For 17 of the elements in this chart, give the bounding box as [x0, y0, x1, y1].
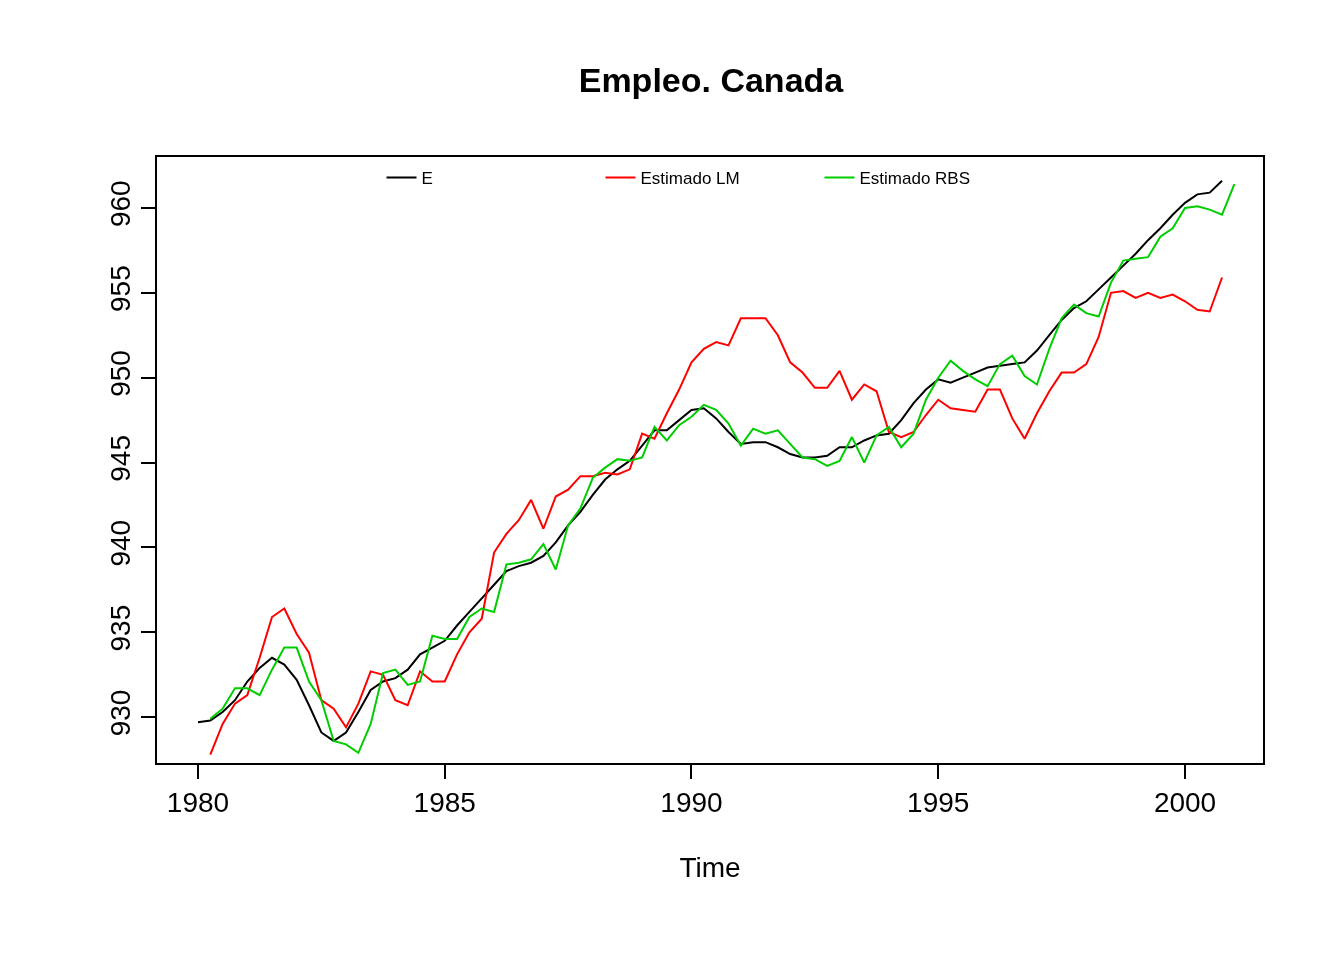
- legend-label: E: [421, 169, 433, 189]
- x-axis-title: Time: [679, 851, 741, 883]
- x-tick-label: 1980: [166, 787, 230, 819]
- chart-title: Empleo. Canada: [578, 60, 845, 99]
- y-tick-label: 955: [105, 265, 137, 312]
- x-tick-label: 2000: [1153, 787, 1217, 819]
- y-tick-label: 945: [105, 434, 137, 482]
- y-tick-label: 930: [105, 689, 137, 737]
- x-tick-label: 1990: [660, 787, 723, 819]
- y-tick-label: 960: [105, 180, 137, 228]
- legend-label: Estimado RBS: [859, 169, 971, 189]
- y-tick-label: 950: [105, 350, 137, 397]
- y-tick-label: 940: [105, 519, 137, 567]
- legend-label: Estimado LM: [640, 169, 740, 189]
- x-tick-label: 1985: [413, 787, 476, 819]
- y-tick-label: 935: [105, 604, 137, 652]
- x-tick-label: 1995: [907, 787, 970, 819]
